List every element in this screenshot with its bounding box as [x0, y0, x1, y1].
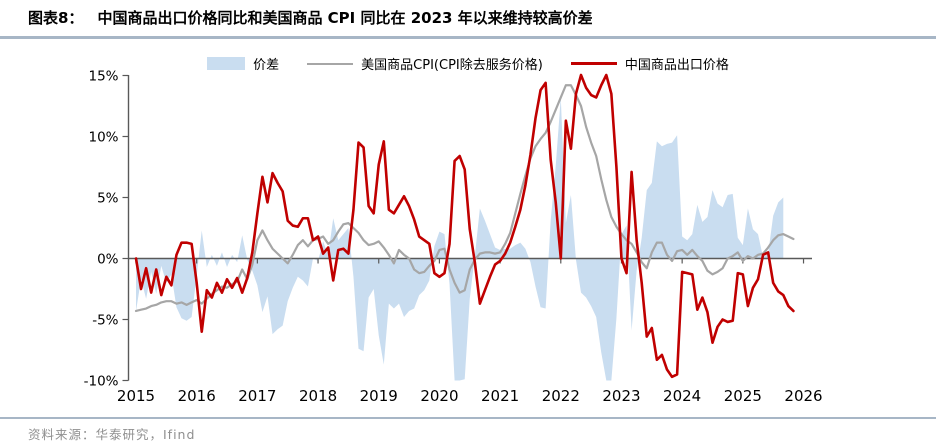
svg-text:2016: 2016	[178, 387, 216, 405]
svg-text:2022: 2022	[542, 387, 580, 405]
svg-text:-10%: -10%	[84, 374, 119, 390]
footer-rule	[0, 417, 936, 419]
legend-label-china-export: 中国商品出口价格	[624, 58, 729, 73]
us-cpi-line-swatch-icon	[307, 62, 354, 65]
china-export-line-swatch-icon	[570, 62, 617, 65]
legend-label-gap: 价差	[253, 58, 280, 73]
legend-item-gap: 价差	[207, 54, 279, 73]
svg-text:2023: 2023	[602, 387, 640, 405]
svg-text:2024: 2024	[663, 387, 701, 405]
chart-tag: 图表8：	[28, 9, 84, 27]
source-note: 资料来源：华泰研究，Ifind	[28, 427, 196, 442]
svg-text:2020: 2020	[420, 387, 458, 405]
svg-text:2025: 2025	[724, 387, 762, 405]
svg-text:2018: 2018	[299, 387, 337, 405]
svg-text:2026: 2026	[784, 387, 822, 405]
svg-text:2021: 2021	[481, 387, 519, 405]
svg-text:5%: 5%	[97, 191, 119, 207]
svg-text:2017: 2017	[238, 387, 276, 405]
svg-text:10%: 10%	[88, 130, 118, 146]
svg-text:-5%: -5%	[92, 313, 118, 329]
header-rule	[0, 36, 936, 39]
chart-legend: 价差 美国商品CPI(CPI除去服务价格) 中国商品出口价格	[0, 54, 936, 73]
legend-item-china-export: 中国商品出口价格	[570, 54, 729, 73]
svg-text:0%: 0%	[97, 252, 119, 268]
svg-text:2015: 2015	[117, 387, 155, 405]
chart-header: 图表8： 中国商品出口价格同比和美国商品 CPI 同比在 2023 年以来维持较高…	[28, 7, 926, 28]
gap-area-swatch-icon	[207, 57, 246, 70]
svg-text:2019: 2019	[360, 387, 398, 405]
legend-item-us-cpi: 美国商品CPI(CPI除去服务价格)	[307, 54, 543, 73]
legend-label-us-cpi: 美国商品CPI(CPI除去服务价格)	[361, 58, 543, 73]
svg-text:15%: 15%	[88, 69, 118, 85]
chart-title: 中国商品出口价格同比和美国商品 CPI 同比在 2023 年以来维持较高价差	[97, 9, 593, 27]
